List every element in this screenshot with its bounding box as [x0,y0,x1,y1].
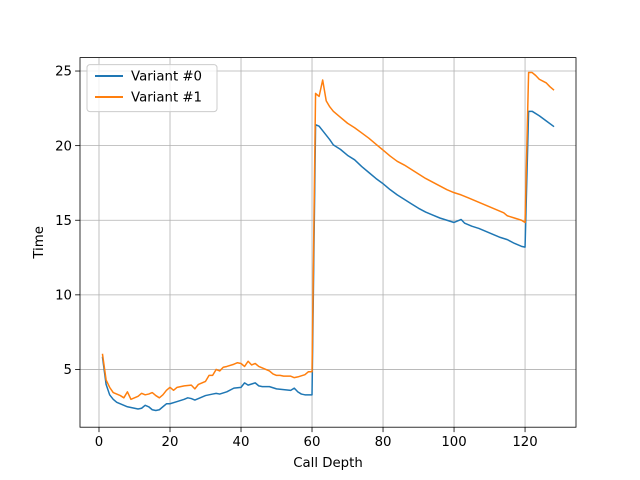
x-tick-label: 80 [375,435,392,450]
data-series [101,71,555,412]
legend-label-variant-0: Variant #0 [131,70,202,85]
x-axis-ticks: 0 20 40 60 80 100 120 [95,427,538,450]
y-axis-label: Time [32,226,47,260]
y-tick-label: 5 [64,363,72,378]
x-tick-label: 100 [441,435,466,450]
x-tick-label: 120 [512,435,537,450]
legend-label-variant-1: Variant #1 [131,91,202,106]
plot-frame [79,57,577,428]
x-tick-label: 40 [233,435,250,450]
x-tick-label: 60 [304,435,321,450]
y-tick-label: 15 [55,214,72,229]
y-tick-label: 20 [55,139,72,154]
x-tick-label: 20 [162,435,179,450]
y-tick-label: 10 [55,289,72,304]
y-axis-ticks: 5 10 15 20 25 [55,65,80,378]
series-line-variant-1 [101,71,555,401]
series-line-variant-0 [101,110,555,412]
grid-lines [80,57,576,428]
x-tick-label: 0 [95,435,103,450]
y-tick-label: 25 [55,65,72,80]
legend: Variant #0 Variant #1 [86,64,218,113]
x-axis-label: Call Depth [293,456,363,471]
